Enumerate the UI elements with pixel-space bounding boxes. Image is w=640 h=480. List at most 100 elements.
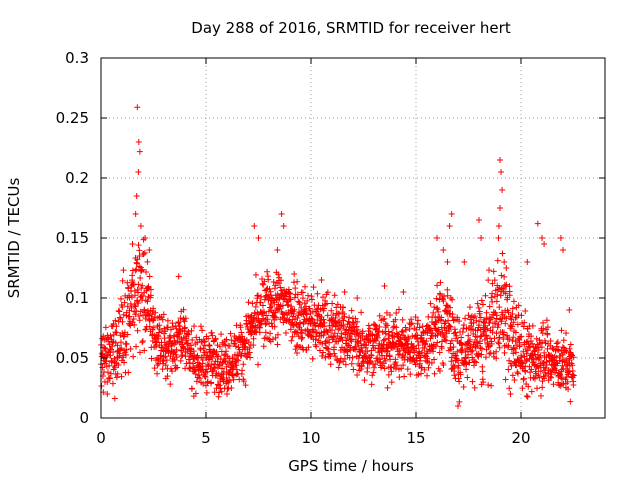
data-point [376, 323, 383, 330]
data-point [501, 273, 508, 280]
data-point [371, 364, 378, 371]
data-point [308, 293, 315, 300]
data-point [393, 309, 400, 316]
data-point [440, 247, 447, 253]
data-point [112, 317, 119, 324]
data-point [432, 319, 439, 326]
data-point [354, 326, 361, 333]
data-point [294, 278, 301, 285]
data-point [566, 307, 573, 313]
data-point [542, 340, 549, 347]
data-point [283, 293, 290, 300]
data-point [306, 305, 313, 312]
data-point [245, 299, 252, 306]
data-point [122, 349, 129, 356]
data-point [119, 304, 126, 311]
data-point [431, 370, 438, 377]
data-point [402, 327, 409, 334]
data-point [209, 332, 216, 339]
data-point [162, 362, 169, 369]
data-point [271, 323, 278, 330]
data-point [113, 329, 120, 336]
data-point [540, 319, 547, 326]
data-point [569, 362, 576, 369]
data-point [197, 346, 204, 353]
data-point [507, 391, 514, 397]
data-point [326, 339, 333, 346]
data-point [489, 290, 496, 297]
data-point [401, 373, 408, 380]
data-point [501, 259, 508, 265]
data-point [346, 314, 353, 321]
data-point [354, 318, 361, 325]
data-point [155, 335, 162, 342]
data-point [510, 334, 517, 341]
data-point [354, 295, 361, 301]
data-point [421, 344, 428, 351]
data-point [372, 361, 379, 368]
data-point [135, 281, 142, 288]
data-point [268, 320, 275, 327]
data-point [391, 334, 398, 341]
data-point [226, 342, 233, 349]
data-point [322, 301, 329, 308]
data-point [374, 334, 381, 341]
data-point [490, 268, 497, 275]
data-point [292, 328, 299, 335]
data-point [517, 333, 524, 340]
data-point [436, 349, 443, 356]
data-point [218, 331, 225, 338]
data-point [151, 365, 158, 372]
data-point [398, 365, 405, 372]
data-point [257, 321, 264, 328]
data-point [444, 292, 451, 299]
data-point [135, 289, 142, 296]
data-point [508, 362, 515, 369]
data-point [486, 319, 493, 326]
data-point [427, 300, 434, 307]
data-point [154, 370, 161, 377]
data-point [242, 350, 249, 357]
data-point [413, 326, 420, 333]
data-point [123, 346, 130, 353]
data-point [370, 369, 377, 376]
data-point [134, 256, 141, 263]
data-point [434, 235, 440, 241]
data-point [340, 317, 347, 324]
data-point [544, 345, 551, 352]
data-point [162, 328, 169, 335]
data-point [510, 344, 517, 351]
data-point [124, 279, 131, 286]
data-point [102, 324, 109, 331]
data-point [448, 337, 455, 344]
data-point [463, 325, 470, 332]
data-point [130, 353, 137, 360]
grid-lines [101, 58, 605, 418]
data-point [544, 331, 551, 338]
data-point [150, 316, 157, 323]
data-point [558, 375, 565, 382]
data-point [334, 301, 341, 308]
data-point [324, 289, 331, 296]
data-point [534, 220, 541, 227]
data-point [167, 381, 174, 388]
data-point [525, 383, 532, 390]
data-point [514, 321, 521, 328]
data-point [133, 266, 140, 273]
data-point [444, 286, 451, 293]
data-point [291, 294, 298, 301]
data-point [332, 314, 339, 321]
data-point [303, 311, 310, 318]
data-point [433, 304, 440, 311]
data-point [319, 340, 326, 347]
data-point [442, 318, 449, 325]
data-point [434, 282, 441, 289]
data-point [496, 334, 503, 341]
data-point [254, 295, 261, 302]
data-point [169, 323, 176, 330]
data-point [364, 365, 371, 372]
data-point [460, 383, 467, 390]
data-point [305, 344, 312, 351]
data-point [406, 326, 413, 333]
data-point [542, 365, 549, 372]
